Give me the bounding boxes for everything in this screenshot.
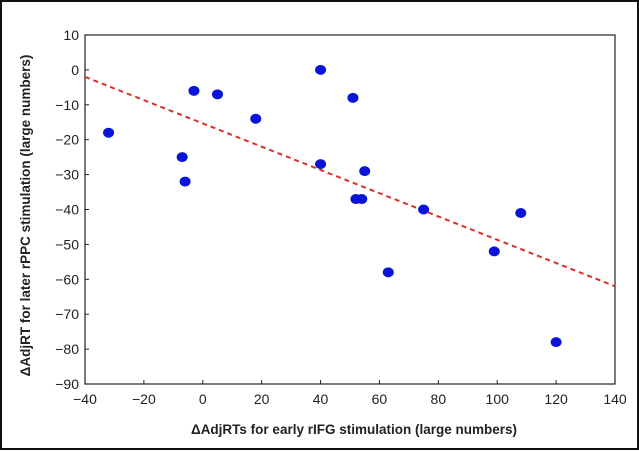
- data-point: [212, 89, 223, 100]
- x-tick-label: −40: [73, 391, 97, 407]
- data-point: [550, 337, 562, 348]
- data-point: [250, 113, 262, 124]
- plot-area: [84, 34, 616, 385]
- x-tick-label: 80: [431, 391, 447, 407]
- x-tick-label: 100: [486, 391, 510, 407]
- data-point: [188, 85, 200, 96]
- y-tick-label: −90: [55, 376, 79, 392]
- x-tick-label: 140: [603, 391, 627, 407]
- regression-line: [84, 75, 616, 288]
- data-point: [488, 246, 500, 257]
- data-point: [418, 204, 430, 215]
- x-tick-label: 60: [372, 391, 388, 407]
- data-point: [103, 127, 115, 138]
- data-point: [176, 152, 188, 163]
- y-tick-label: 10: [63, 27, 79, 43]
- y-tick-label: −80: [55, 341, 79, 357]
- y-tick-label: −30: [55, 167, 79, 183]
- y-tick-label: −40: [55, 202, 79, 218]
- y-tick-label: −50: [55, 236, 79, 252]
- data-point: [359, 166, 371, 177]
- x-tick-label: −20: [132, 391, 156, 407]
- x-tick-label: 0: [199, 391, 207, 407]
- y-axis-title: ΔAdjRT for later rPPC stimulation (large…: [18, 55, 33, 377]
- x-tick-label: 40: [313, 391, 329, 407]
- x-axis-title: ΔAdjRTs for early rIFG stimulation (larg…: [191, 422, 517, 437]
- data-point: [179, 176, 191, 187]
- y-tick-label: 0: [71, 62, 79, 78]
- data-point: [315, 64, 327, 75]
- y-tick-label: −60: [55, 271, 79, 287]
- data-point: [382, 267, 394, 278]
- data-point: [515, 207, 527, 218]
- y-tick-label: −10: [55, 97, 79, 113]
- data-point: [356, 194, 368, 205]
- y-tick-label: −20: [55, 132, 79, 148]
- data-point: [347, 92, 359, 103]
- data-point: [315, 159, 327, 170]
- y-tick-label: −70: [55, 306, 79, 322]
- x-tick-label: 20: [254, 391, 270, 407]
- x-tick-label: 120: [544, 391, 568, 407]
